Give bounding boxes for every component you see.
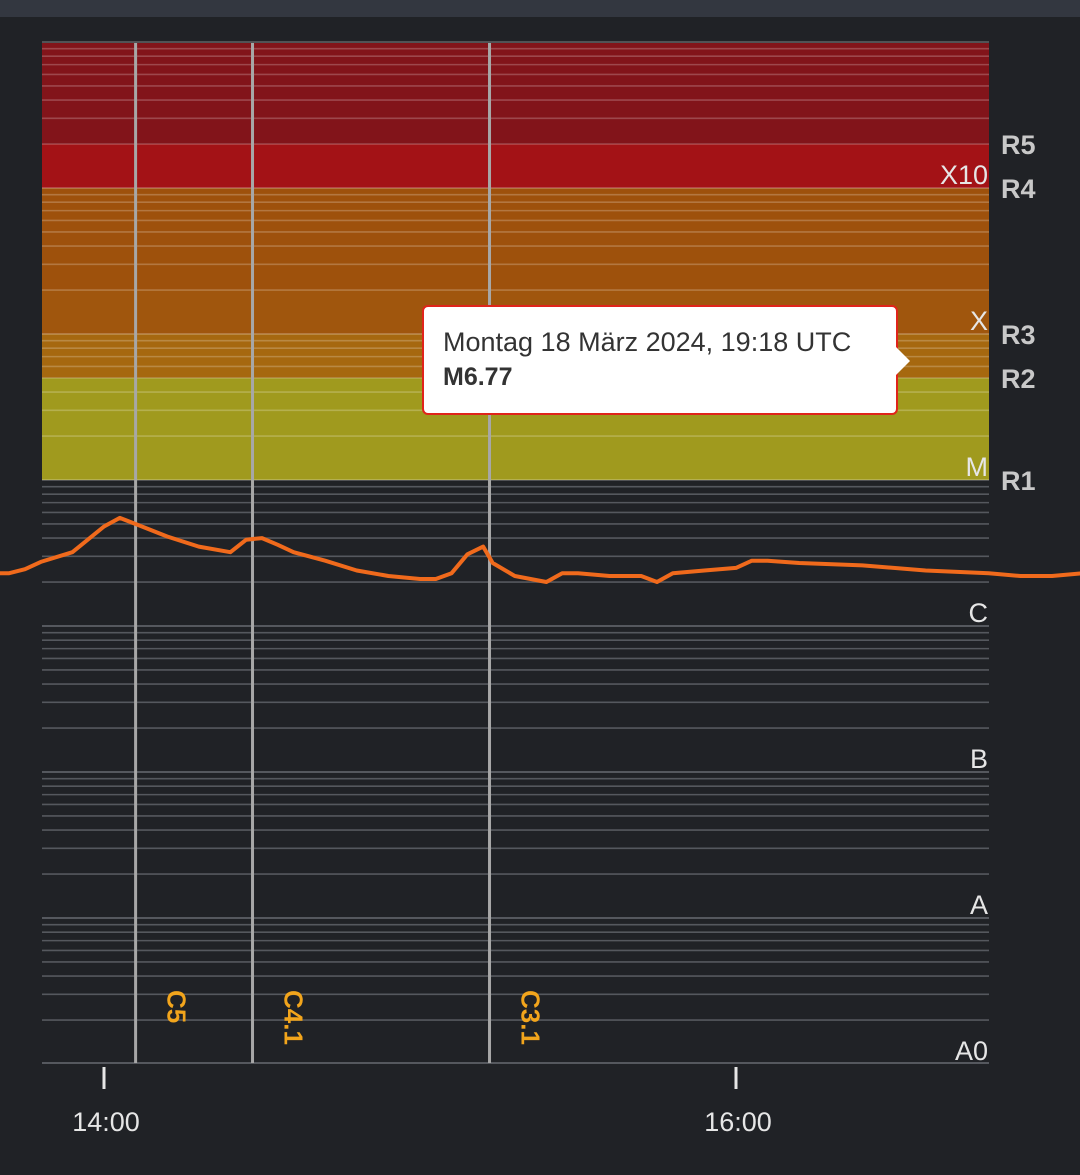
top-bar <box>0 0 1080 17</box>
log-grid <box>42 41 989 1064</box>
class-label-a0: A0 <box>955 1036 988 1066</box>
class-label-c: C <box>969 598 989 628</box>
flare-markers: C5 C4.1 C3.1 <box>134 43 546 1063</box>
tooltip-value: M6.77 <box>443 363 513 391</box>
class-label-x10: X10 <box>940 160 988 190</box>
class-label-b: B <box>970 744 988 774</box>
r-scale-label-r5: R5 <box>1001 130 1036 160</box>
band-r5 <box>42 43 989 145</box>
class-label-x: X <box>970 306 988 336</box>
x-tick-label-1: 16:00 <box>704 1107 772 1137</box>
band-r4 <box>42 144 989 188</box>
class-label-m: M <box>966 452 989 482</box>
tooltip-date: Montag 18 März 2024, 19:18 UTC <box>443 327 852 357</box>
flare-marker-label-2: C3.1 <box>516 990 546 1045</box>
r-scale-label-r4: R4 <box>1001 174 1036 204</box>
y-class-labels: X10 X M C B A A0 R5 R4 R3 R2 R1 <box>940 130 1036 1066</box>
r-scale-label-r2: R2 <box>1001 364 1036 394</box>
flux-line-below-m <box>0 515 1080 584</box>
flare-marker-label-1: C4.1 <box>279 990 309 1045</box>
tooltip: Montag 18 März 2024, 19:18 UTC M6.77 <box>422 305 910 415</box>
flare-marker-label-0: C5 <box>162 990 192 1023</box>
x-tick-label-0: 14:00 <box>72 1107 140 1137</box>
class-label-a: A <box>970 890 988 920</box>
band-r3-shade <box>42 188 989 291</box>
flux-series <box>0 515 1080 584</box>
r-scale-label-r1: R1 <box>1001 466 1036 496</box>
r-scale-label-r3: R3 <box>1001 320 1036 350</box>
